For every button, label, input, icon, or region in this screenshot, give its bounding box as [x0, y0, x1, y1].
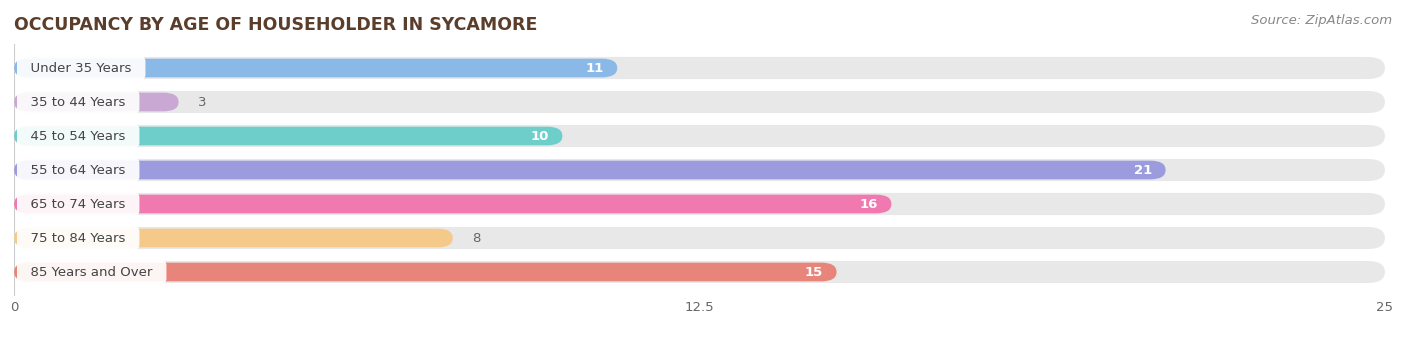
Text: 8: 8: [472, 232, 481, 244]
Text: 16: 16: [859, 198, 877, 210]
FancyBboxPatch shape: [14, 193, 1385, 215]
Text: 15: 15: [804, 266, 823, 278]
Text: 11: 11: [585, 62, 603, 74]
FancyBboxPatch shape: [14, 91, 1385, 113]
FancyBboxPatch shape: [14, 159, 1385, 181]
Text: Source: ZipAtlas.com: Source: ZipAtlas.com: [1251, 14, 1392, 27]
Text: 10: 10: [530, 130, 548, 142]
Text: 3: 3: [198, 96, 207, 108]
FancyBboxPatch shape: [14, 229, 453, 248]
Text: 21: 21: [1133, 164, 1152, 176]
FancyBboxPatch shape: [14, 262, 837, 282]
FancyBboxPatch shape: [14, 93, 179, 112]
FancyBboxPatch shape: [14, 125, 1385, 147]
Text: 75 to 84 Years: 75 to 84 Years: [22, 232, 134, 244]
Text: 65 to 74 Years: 65 to 74 Years: [22, 198, 134, 210]
Text: 55 to 64 Years: 55 to 64 Years: [22, 164, 134, 176]
FancyBboxPatch shape: [14, 261, 1385, 283]
FancyBboxPatch shape: [14, 57, 1385, 79]
Text: 85 Years and Over: 85 Years and Over: [22, 266, 162, 278]
FancyBboxPatch shape: [14, 160, 1166, 180]
FancyBboxPatch shape: [14, 58, 617, 78]
FancyBboxPatch shape: [14, 227, 1385, 249]
FancyBboxPatch shape: [14, 194, 891, 214]
Text: Under 35 Years: Under 35 Years: [22, 62, 141, 74]
Text: 35 to 44 Years: 35 to 44 Years: [22, 96, 134, 108]
Text: OCCUPANCY BY AGE OF HOUSEHOLDER IN SYCAMORE: OCCUPANCY BY AGE OF HOUSEHOLDER IN SYCAM…: [14, 16, 537, 34]
Text: 45 to 54 Years: 45 to 54 Years: [22, 130, 134, 142]
FancyBboxPatch shape: [14, 126, 562, 146]
